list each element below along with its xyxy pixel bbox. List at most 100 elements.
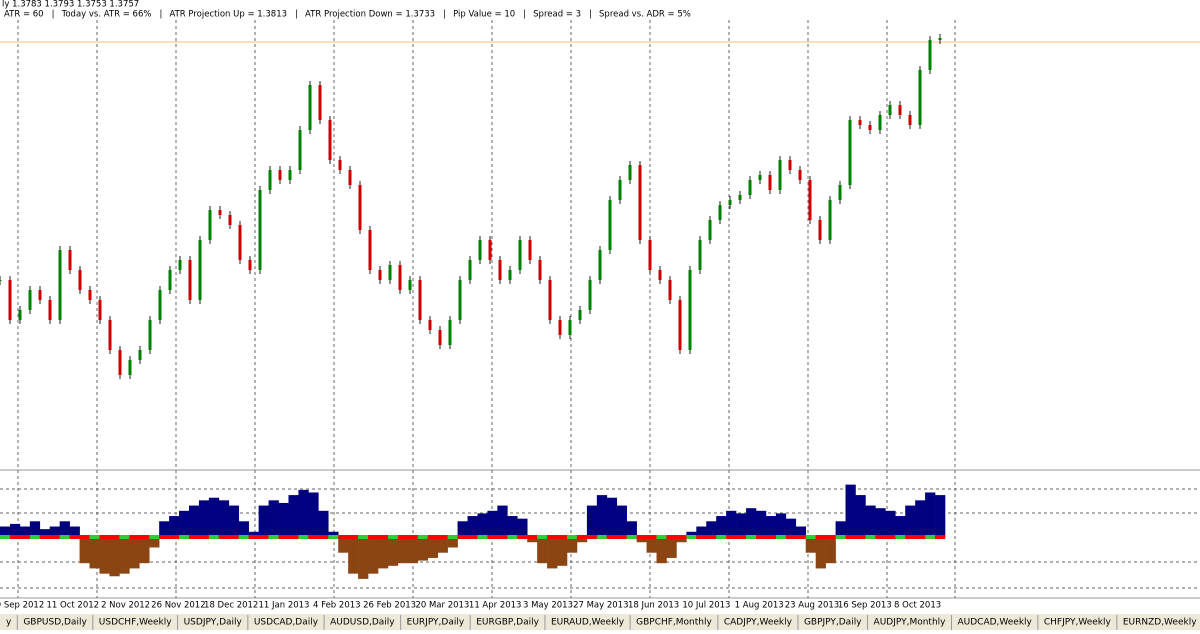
candle <box>368 230 372 270</box>
candle <box>738 195 742 200</box>
tab[interactable]: USDJPY,Daily <box>184 618 243 628</box>
separator: | <box>295 10 298 20</box>
signal-band <box>527 535 538 539</box>
tab[interactable]: GBPUSD,Daily <box>23 618 87 628</box>
tab[interactable]: AUDCAD,Weekly <box>957 618 1032 628</box>
tab[interactable]: CHFJPY,Weekly <box>1044 618 1112 628</box>
histogram-bar <box>567 537 578 553</box>
date-label: 3 May 2013 <box>523 601 573 611</box>
histogram-bar <box>895 516 906 537</box>
candle <box>858 120 862 125</box>
candle <box>788 160 792 170</box>
separator: | <box>443 10 446 20</box>
histogram-bar <box>646 537 657 553</box>
histogram-bar <box>49 526 60 537</box>
histogram-bar <box>457 521 468 537</box>
signal-band <box>567 535 578 539</box>
histogram-bar <box>905 505 916 537</box>
signal-band <box>815 535 826 539</box>
histogram-bar <box>527 537 538 543</box>
date-label: 16 Sep 2013 <box>838 601 892 611</box>
candle <box>388 265 392 280</box>
tab[interactable]: EURJPY,Daily <box>407 618 465 628</box>
candle <box>708 220 712 240</box>
histogram-bar <box>706 521 717 537</box>
tab[interactable]: GBPCHF,Monthly <box>636 618 712 628</box>
date-label: 18 Jun 2013 <box>628 601 679 611</box>
tab[interactable]: y <box>6 618 12 628</box>
signal-band <box>795 535 807 539</box>
signal-band <box>915 535 926 539</box>
tab[interactable]: USDCHF,Weekly <box>99 618 172 628</box>
candle <box>648 240 652 270</box>
candle <box>518 240 522 270</box>
signal-band <box>109 535 120 539</box>
tab[interactable]: GBPJPY,Daily <box>804 618 862 628</box>
candle <box>498 260 502 280</box>
candle <box>768 175 772 190</box>
tab[interactable]: USDCAD,Daily <box>254 618 319 628</box>
candle <box>98 300 102 320</box>
candle <box>448 320 452 345</box>
signal-band <box>387 535 399 539</box>
histogram-bar <box>407 537 419 564</box>
signal-band <box>686 535 697 539</box>
date-label: 10 Jul 2013 <box>682 601 730 611</box>
signal-band <box>189 535 200 539</box>
candle <box>598 250 602 280</box>
tab[interactable]: AUDJPY,Monthly <box>874 618 947 628</box>
tab[interactable]: EURNZD,Weekly <box>1123 618 1197 628</box>
histogram-bar <box>746 508 757 537</box>
histogram-bar <box>586 505 598 537</box>
signal-band <box>49 535 60 539</box>
candle <box>438 330 442 345</box>
signal-band <box>198 535 210 539</box>
candle <box>168 270 172 290</box>
histogram-bar <box>915 500 926 537</box>
tab[interactable]: EURAUD,Weekly <box>551 618 625 628</box>
tab[interactable]: CADJPY,Weekly <box>724 618 793 628</box>
histogram-bar <box>9 523 21 537</box>
candle <box>558 320 562 335</box>
candle <box>778 160 782 190</box>
histogram-bar <box>726 510 737 537</box>
histogram-bar <box>378 537 389 569</box>
histogram-bar <box>338 537 349 553</box>
candle <box>578 310 582 320</box>
tab[interactable]: EURGBP,Daily <box>476 618 539 628</box>
signal-band <box>467 535 478 539</box>
candle <box>928 40 932 70</box>
histogram-bar <box>69 526 80 537</box>
histogram-bar <box>626 521 637 537</box>
separator: | <box>159 10 162 20</box>
signal-band <box>785 535 797 539</box>
signal-band <box>318 535 329 539</box>
histogram-bar <box>547 537 558 569</box>
signal-band <box>845 535 856 539</box>
candle <box>508 270 512 280</box>
candle <box>378 270 382 280</box>
histogram-bar <box>477 513 488 537</box>
date-label: 11 Jan 2013 <box>259 601 310 611</box>
stat: ATR = 60 <box>4 10 44 20</box>
candle <box>818 220 822 240</box>
candle <box>248 260 252 270</box>
histogram-bar <box>696 526 707 537</box>
candle <box>188 260 192 300</box>
histogram-bar <box>149 537 160 548</box>
candle <box>758 175 762 180</box>
candle <box>828 200 832 240</box>
signal-band <box>338 535 349 539</box>
histogram-bar <box>925 492 936 537</box>
signal-band <box>328 535 339 539</box>
signal-band <box>298 535 309 539</box>
signal-band <box>358 535 369 539</box>
separator: | <box>52 10 55 20</box>
candle <box>28 290 32 310</box>
signal-band <box>447 535 458 539</box>
candle <box>178 260 182 270</box>
histogram-bar <box>736 513 747 537</box>
candle <box>838 185 842 200</box>
tab[interactable]: AUDUSD,Daily <box>330 618 395 628</box>
